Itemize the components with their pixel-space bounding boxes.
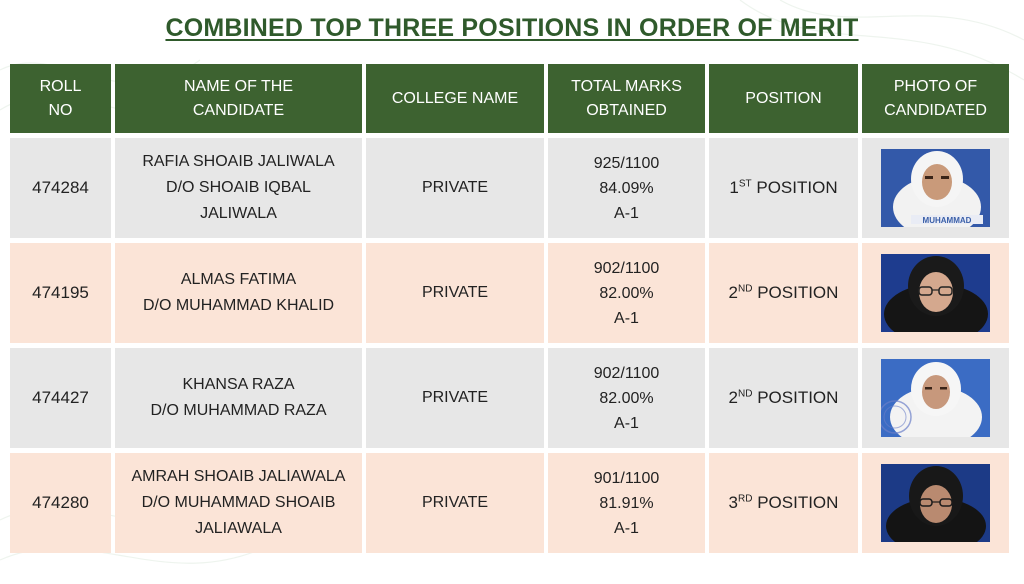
candidate-photo — [881, 464, 990, 542]
candidate-photo — [881, 254, 990, 332]
roll-number: 474195 — [10, 243, 111, 343]
college-name: PRIVATE — [366, 138, 544, 238]
header-photo-line2: CANDIDATED — [884, 101, 987, 119]
name-line: JALIAWALA — [195, 520, 282, 537]
header-name: NAME OF THE CANDIDATE — [115, 64, 362, 133]
table-row: 474195 ALMAS FATIMA D/O MUHAMMAD KHALID … — [10, 243, 1014, 343]
position: 2ND POSITION — [709, 348, 858, 448]
photo-cell — [862, 348, 1009, 448]
photo-cell: MUHAMMAD — [862, 138, 1009, 238]
name-line: RAFIA SHOAIB JALIWALA — [142, 153, 335, 170]
name-line: ALMAS FATIMA — [180, 271, 297, 288]
position-word: POSITION — [751, 178, 838, 197]
name-line: AMRAH SHOAIB JALIAWALA — [131, 468, 346, 485]
candidate-name: RAFIA SHOAIB JALIWALA D/O SHOAIB IQBAL J… — [115, 138, 362, 238]
total-marks: 901/1100 81.91% A-1 — [548, 453, 705, 553]
roll-number: 474427 — [10, 348, 111, 448]
header-name-line2: CANDIDATE — [192, 101, 285, 119]
table-row: 474427 KHANSA RAZA D/O MUHAMMAD RAZA PRI… — [10, 348, 1014, 448]
marks-percent: 84.09% — [599, 179, 654, 197]
candidate-name: ALMAS FATIMA D/O MUHAMMAD KHALID — [115, 243, 362, 343]
photo-cell — [862, 453, 1009, 553]
table-row: 474280 AMRAH SHOAIB JALIAWALA D/O MUHAMM… — [10, 453, 1014, 553]
marks-grade: A-1 — [614, 309, 639, 327]
header-roll-line1: ROLL — [39, 77, 82, 95]
total-marks: 925/1100 84.09% A-1 — [548, 138, 705, 238]
name-line: D/O MUHAMMAD KHALID — [142, 297, 335, 314]
position-suffix: ST — [738, 178, 752, 190]
header-marks: TOTAL MARKS OBTAINED — [548, 64, 705, 133]
name-line: JALIWALA — [200, 205, 277, 222]
marks-percent: 82.00% — [599, 284, 654, 302]
position-suffix: ND — [738, 283, 753, 295]
photo-caption: MUHAMMAD — [923, 216, 972, 225]
position-word: POSITION — [752, 388, 839, 407]
table-header: ROLL NO NAME OF THE CANDIDATE COLLEGE NAME… — [10, 64, 1014, 133]
header-college: COLLEGE NAME — [366, 64, 544, 133]
header-name-line1: NAME OF THE — [183, 77, 294, 95]
candidate-name: AMRAH SHOAIB JALIAWALA D/O MUHAMMAD SHOA… — [115, 453, 362, 553]
marks-percent: 81.91% — [599, 494, 654, 512]
header-marks-line1: TOTAL MARKS — [571, 77, 682, 95]
name-line: D/O SHOAIB IQBAL — [166, 179, 311, 196]
position: 2ND POSITION — [709, 243, 858, 343]
table-row: 474284 RAFIA SHOAIB JALIWALA D/O SHOAIB … — [10, 138, 1014, 238]
header-position: POSITION — [709, 64, 858, 133]
header-photo: PHOTO OF CANDIDATED — [862, 64, 1009, 133]
college-name: PRIVATE — [366, 243, 544, 343]
name-line: D/O MUHAMMAD RAZA — [150, 402, 327, 419]
total-marks: 902/1100 82.00% A-1 — [548, 348, 705, 448]
page-title: COMBINED TOP THREE POSITIONS IN ORDER OF… — [165, 14, 859, 42]
marks-score: 901/1100 — [593, 469, 660, 487]
position-number: 3 — [728, 493, 739, 512]
candidate-photo — [881, 359, 990, 437]
position-number: 1 — [729, 178, 739, 197]
position-word: POSITION — [752, 283, 839, 302]
position-number: 2 — [728, 283, 739, 302]
roll-number: 474284 — [10, 138, 111, 238]
marks-grade: A-1 — [614, 204, 639, 222]
marks-grade: A-1 — [614, 414, 639, 432]
header-photo-line1: PHOTO OF — [893, 77, 978, 95]
marks-score: 902/1100 — [593, 259, 660, 277]
photo-cell — [862, 243, 1009, 343]
marks-grade: A-1 — [614, 519, 639, 537]
position: 1ST POSITION — [709, 138, 858, 238]
position-word: POSITION — [752, 493, 839, 512]
position-suffix: RD — [738, 493, 753, 505]
header-roll-no: ROLL NO — [10, 64, 111, 133]
position-number: 2 — [728, 388, 739, 407]
total-marks: 902/1100 82.00% A-1 — [548, 243, 705, 343]
candidate-name: KHANSA RAZA D/O MUHAMMAD RAZA — [115, 348, 362, 448]
merit-table: ROLL NO NAME OF THE CANDIDATE COLLEGE NAME… — [10, 64, 1014, 558]
marks-score: 902/1100 — [593, 364, 660, 382]
name-line: D/O MUHAMMAD SHOAIB — [141, 494, 336, 511]
marks-percent: 82.00% — [599, 389, 654, 407]
position: 3RD POSITION — [709, 453, 858, 553]
marks-score: 925/1100 — [593, 154, 660, 172]
header-marks-line2: OBTAINED — [586, 101, 667, 119]
position-suffix: ND — [738, 388, 753, 400]
candidate-photo: MUHAMMAD — [881, 149, 990, 227]
college-name: PRIVATE — [366, 453, 544, 553]
name-line: KHANSA RAZA — [182, 376, 295, 393]
roll-number: 474280 — [10, 453, 111, 553]
college-name: PRIVATE — [366, 348, 544, 448]
header-roll-line2: NO — [48, 101, 73, 119]
